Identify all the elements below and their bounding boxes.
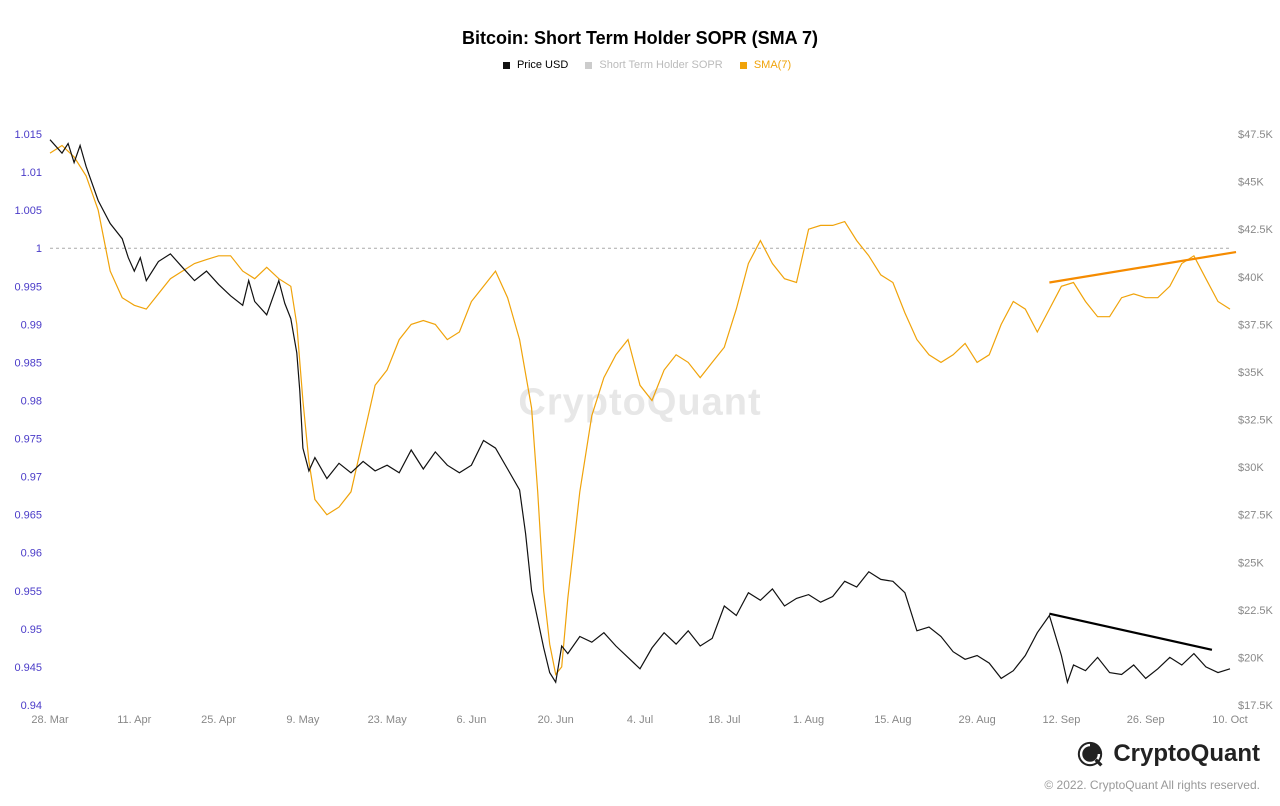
svg-text:0.97: 0.97 xyxy=(21,472,42,484)
svg-text:0.96: 0.96 xyxy=(21,548,42,560)
trend-line-orange xyxy=(1049,252,1236,282)
series-price xyxy=(50,140,1230,683)
svg-text:10. Oct: 10. Oct xyxy=(1212,714,1247,726)
svg-text:$32.5K: $32.5K xyxy=(1238,415,1274,427)
svg-text:$20K: $20K xyxy=(1238,652,1264,664)
brand-icon xyxy=(1077,741,1103,767)
plot-svg: 0.94 0.945 0.95 0.955 0.96 0.965 0.97 0.975 0.98… xyxy=(0,0,1280,806)
svg-text:25. Apr: 25. Apr xyxy=(201,714,236,726)
svg-text:$42.5K: $42.5K xyxy=(1238,224,1274,236)
svg-text:12. Sep: 12. Sep xyxy=(1042,714,1080,726)
svg-text:0.95: 0.95 xyxy=(21,624,42,636)
svg-text:$45K: $45K xyxy=(1238,177,1264,189)
svg-text:$22.5K: $22.5K xyxy=(1238,605,1274,617)
svg-text:1.005: 1.005 xyxy=(14,205,42,217)
svg-text:0.99: 0.99 xyxy=(21,319,42,331)
svg-text:26. Sep: 26. Sep xyxy=(1127,714,1165,726)
svg-text:0.98: 0.98 xyxy=(21,395,42,407)
series-sma xyxy=(50,146,1230,675)
svg-text:9. May: 9. May xyxy=(286,714,320,726)
svg-text:0.965: 0.965 xyxy=(14,510,42,522)
svg-text:15. Aug: 15. Aug xyxy=(874,714,911,726)
trend-line-black xyxy=(1049,614,1212,650)
svg-text:20. Jun: 20. Jun xyxy=(538,714,574,726)
svg-text:1: 1 xyxy=(36,243,42,255)
svg-text:$17.5K: $17.5K xyxy=(1238,700,1274,712)
chart-container: Bitcoin: Short Term Holder SOPR (SMA 7) … xyxy=(0,0,1280,806)
svg-text:4. Jul: 4. Jul xyxy=(627,714,653,726)
svg-text:$25K: $25K xyxy=(1238,557,1264,569)
svg-text:0.94: 0.94 xyxy=(21,700,42,712)
brand-text: CryptoQuant xyxy=(1113,740,1260,768)
svg-text:0.975: 0.975 xyxy=(14,434,42,446)
svg-text:1. Aug: 1. Aug xyxy=(793,714,824,726)
svg-text:1.015: 1.015 xyxy=(14,129,42,141)
brand-logo: CryptoQuant xyxy=(1077,740,1260,768)
svg-text:6. Jun: 6. Jun xyxy=(456,714,486,726)
svg-text:0.985: 0.985 xyxy=(14,357,42,369)
svg-text:$30K: $30K xyxy=(1238,462,1264,474)
svg-text:$47.5K: $47.5K xyxy=(1238,129,1274,141)
svg-text:0.995: 0.995 xyxy=(14,281,42,293)
svg-text:18. Jul: 18. Jul xyxy=(708,714,740,726)
svg-text:0.955: 0.955 xyxy=(14,586,42,598)
copyright: © 2022. CryptoQuant All rights reserved. xyxy=(1044,778,1260,792)
svg-text:1.01: 1.01 xyxy=(21,167,42,179)
svg-text:0.945: 0.945 xyxy=(14,662,42,674)
svg-text:23. May: 23. May xyxy=(368,714,408,726)
svg-text:$27.5K: $27.5K xyxy=(1238,510,1274,522)
svg-text:29. Aug: 29. Aug xyxy=(958,714,995,726)
svg-text:$37.5K: $37.5K xyxy=(1238,319,1274,331)
svg-text:$40K: $40K xyxy=(1238,272,1264,284)
svg-text:$35K: $35K xyxy=(1238,367,1264,379)
svg-text:11. Apr: 11. Apr xyxy=(117,714,151,726)
svg-text:28. Mar: 28. Mar xyxy=(31,714,69,726)
